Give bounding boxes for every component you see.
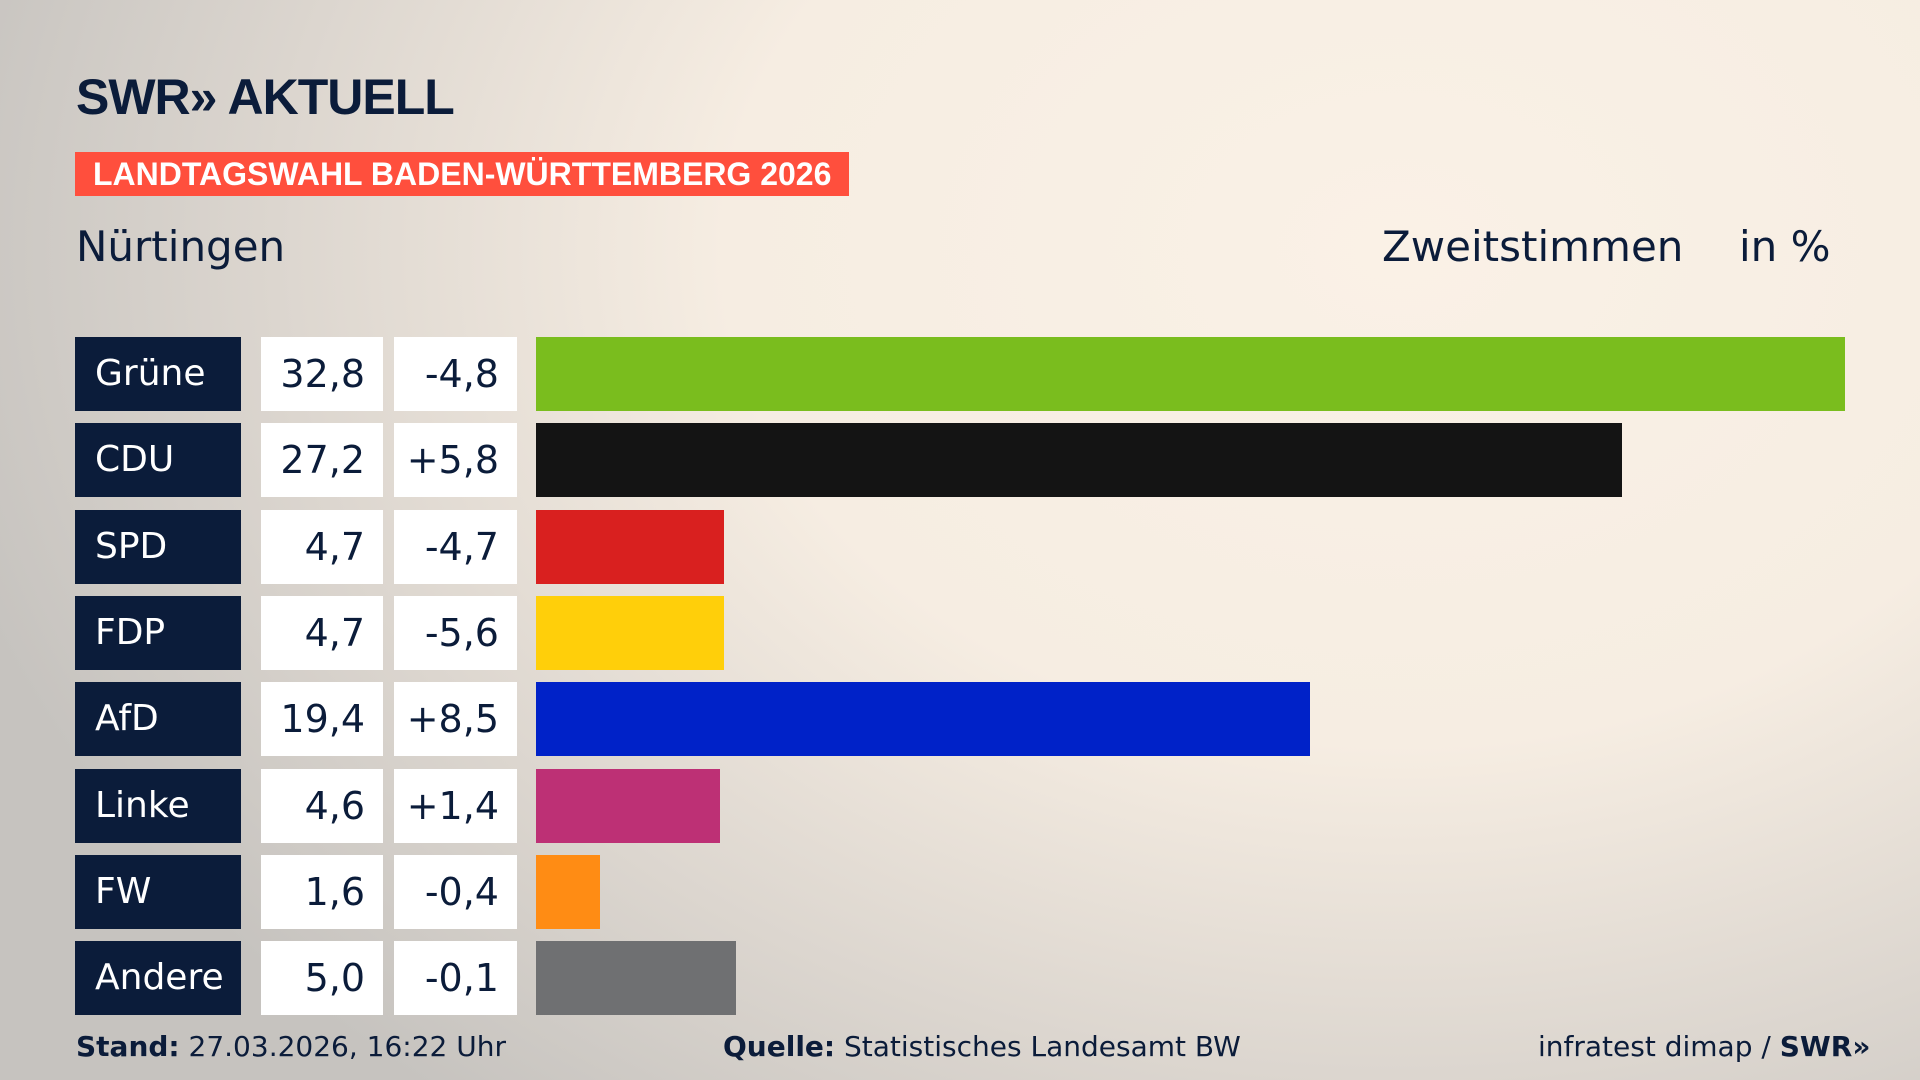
party-label: SPD — [75, 509, 241, 584]
value-label: 4,7 — [261, 595, 383, 670]
bar-fw — [536, 854, 600, 929]
credit: infratest dimap / SWR» — [1538, 1030, 1870, 1063]
swr-logo: SWR» — [1779, 1030, 1871, 1063]
result-row: Grüne 32,8 -4,8 — [0, 337, 1920, 411]
bar-fdp — [536, 595, 724, 670]
party-label: Linke — [75, 768, 241, 843]
value-label: 5,0 — [261, 941, 383, 1016]
diff-label: +8,5 — [394, 682, 517, 757]
result-row: FDP 4,7 -5,6 — [0, 595, 1920, 670]
result-row: FW 1,6 -0,4 — [0, 854, 1920, 929]
party-label: AfD — [75, 682, 241, 757]
source-value: Statistisches Landesamt BW — [844, 1030, 1241, 1063]
diff-label: +1,4 — [394, 768, 517, 843]
timestamp: Stand: 27.03.2026, 16:22 Uhr — [76, 1030, 506, 1063]
party-label: Andere — [75, 941, 241, 1016]
stand-label: Stand: — [76, 1030, 180, 1063]
result-row: CDU 27,2 +5,8 — [0, 423, 1920, 498]
party-label: FDP — [75, 595, 241, 670]
value-label: 4,7 — [261, 509, 383, 584]
value-label: 19,4 — [261, 682, 383, 757]
result-row: Linke 4,6 +1,4 — [0, 768, 1920, 843]
result-row: AfD 19,4 +8,5 — [0, 682, 1920, 757]
bar-afd — [536, 682, 1311, 757]
value-label: 27,2 — [261, 423, 383, 498]
party-label: CDU — [75, 423, 241, 498]
swr-aktuell-logo: SWR» AKTUELL — [76, 69, 455, 125]
credit-text: infratest dimap / — [1538, 1030, 1780, 1063]
bar-linke — [536, 768, 720, 843]
result-row: Andere 5,0 -0,1 — [0, 941, 1920, 1016]
diff-label: -0,1 — [394, 941, 517, 1016]
party-label: FW — [75, 854, 241, 929]
party-label: Grüne — [75, 337, 241, 411]
election-banner: LANDTAGSWAHL BADEN-WÜRTTEMBERG 2026 — [75, 152, 850, 196]
diff-label: -4,8 — [394, 337, 517, 411]
result-row: SPD 4,7 -4,7 — [0, 509, 1920, 584]
region-title: Nürtingen — [76, 222, 286, 271]
vote-type-label: Zweitstimmen — [1382, 222, 1684, 271]
diff-label: -4,7 — [394, 509, 517, 584]
diff-label: -0,4 — [394, 854, 517, 929]
bar-spd — [536, 509, 724, 584]
value-label: 32,8 — [261, 337, 383, 411]
bar-cdu — [536, 423, 1622, 498]
unit-label: in % — [1739, 222, 1831, 271]
value-label: 1,6 — [261, 854, 383, 929]
bar-andere — [536, 941, 736, 1016]
source: Quelle: Statistisches Landesamt BW — [723, 1030, 1241, 1063]
stand-value: 27.03.2026, 16:22 Uhr — [188, 1030, 506, 1063]
diff-label: -5,6 — [394, 595, 517, 670]
value-label: 4,6 — [261, 768, 383, 843]
diff-label: +5,8 — [394, 423, 517, 498]
bar-grüne — [536, 337, 1845, 411]
source-label: Quelle: — [723, 1030, 836, 1063]
